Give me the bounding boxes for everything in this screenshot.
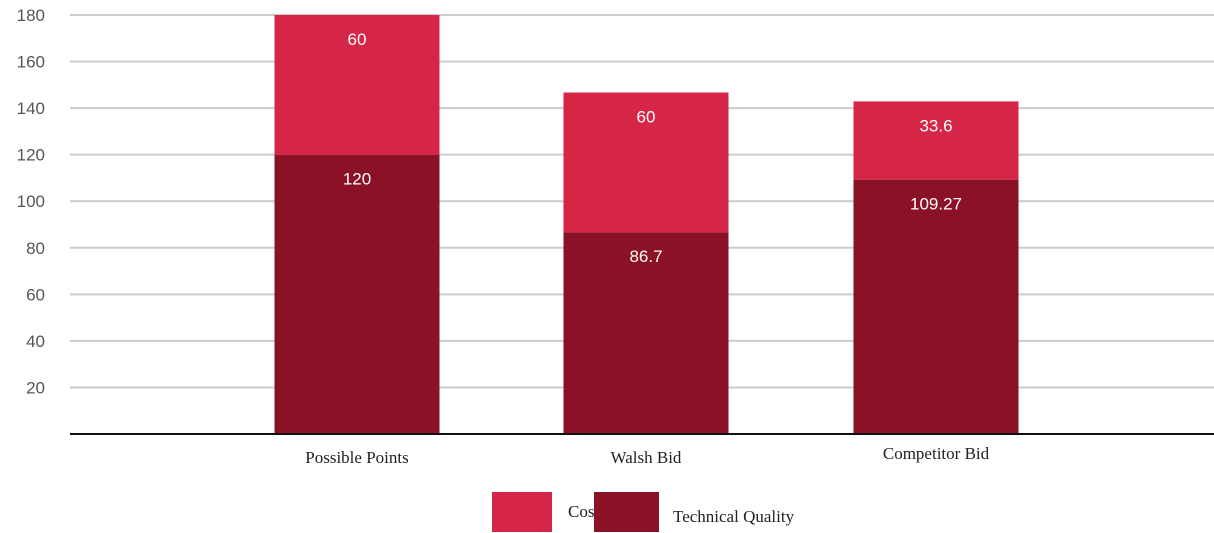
category-label: Possible Points [305, 448, 408, 467]
y-tick-label: 120 [17, 146, 45, 165]
y-tick-label: 100 [17, 192, 45, 211]
bar-segment-cost [563, 92, 729, 233]
bar-segment-cost [274, 15, 440, 155]
legend-swatch-cost [492, 492, 552, 532]
category-label: Competitor Bid [883, 444, 990, 463]
data-label-technical-quality: 109.27 [910, 195, 962, 214]
legend-label-technical-quality: Technical Quality [673, 507, 795, 526]
bar-segment-technical-quality [563, 232, 729, 434]
y-tick-label: 180 [17, 6, 45, 25]
y-tick-label: 60 [26, 285, 45, 304]
data-label-cost: 33.6 [919, 116, 952, 135]
y-tick-label: 40 [26, 332, 45, 351]
data-labels: 120 60 86.7 60 109.27 33.6 [343, 30, 962, 266]
data-label-cost: 60 [348, 30, 367, 49]
y-axis-ticks: 20 40 60 80 100 120 140 160 180 [17, 6, 45, 397]
data-label-technical-quality: 120 [343, 170, 371, 189]
y-tick-label: 80 [26, 239, 45, 258]
y-tick-label: 140 [17, 99, 45, 118]
category-label: Walsh Bid [611, 448, 682, 467]
legend-swatch-technical-quality [594, 492, 659, 532]
bars [274, 15, 1019, 434]
data-label-cost: 60 [637, 108, 656, 127]
y-tick-label: 160 [17, 53, 45, 72]
category-labels: Possible Points Walsh Bid Competitor Bid [305, 444, 989, 467]
bar-segment-technical-quality [274, 154, 440, 434]
legend-label-cost: Cost [568, 502, 599, 521]
y-tick-label: 20 [26, 378, 45, 397]
bar-segment-cost [853, 101, 1019, 180]
data-label-technical-quality: 86.7 [629, 247, 662, 266]
legend: Cost Technical Quality [492, 492, 795, 532]
bar-segment-technical-quality [853, 179, 1019, 434]
